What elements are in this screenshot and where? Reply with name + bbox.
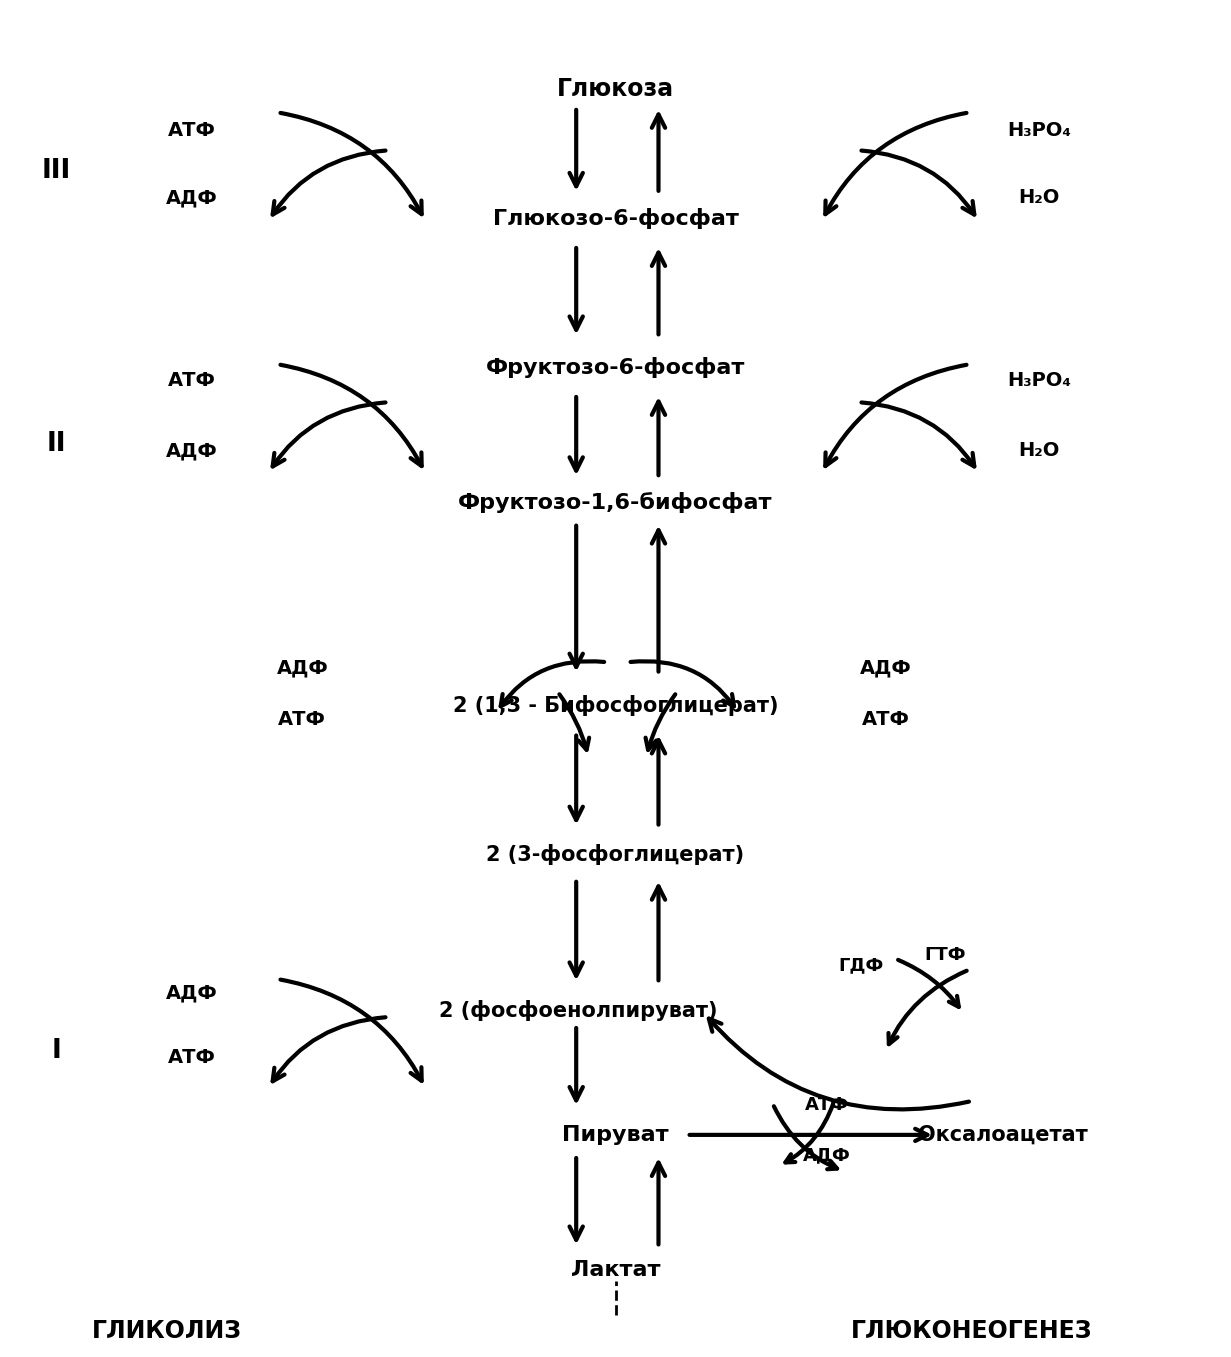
Text: Оксалоацетат: Оксалоацетат	[917, 1125, 1087, 1145]
Text: ГТФ: ГТФ	[924, 946, 965, 963]
Text: II: II	[47, 432, 66, 457]
Text: АДФ: АДФ	[803, 1147, 851, 1164]
Text: АТФ: АТФ	[862, 710, 910, 729]
Text: АДФ: АДФ	[859, 658, 912, 677]
Text: Глюкозо-6-фосфат: Глюкозо-6-фосфат	[492, 208, 739, 228]
Text: АТФ: АТФ	[167, 121, 215, 140]
Text: АТФ: АТФ	[805, 1096, 848, 1114]
Text: АДФ: АДФ	[166, 441, 218, 460]
Text: АДФ: АДФ	[277, 658, 329, 677]
Text: H₂O: H₂O	[1018, 441, 1060, 460]
Text: ГЛИКОЛИЗ: ГЛИКОЛИЗ	[92, 1319, 243, 1343]
Text: Фруктозо-6-фосфат: Фруктозо-6-фосфат	[486, 357, 745, 377]
Text: H₃PO₄: H₃PO₄	[1007, 121, 1071, 140]
Text: ГЛЮКОНЕОГЕНЕЗ: ГЛЮКОНЕОГЕНЕЗ	[851, 1319, 1092, 1343]
Text: АТФ: АТФ	[167, 1048, 215, 1067]
Text: Лактат: Лактат	[571, 1261, 660, 1280]
Text: 2 (1,3 - Бифосфоглицерат): 2 (1,3 - Бифосфоглицерат)	[453, 695, 778, 716]
Text: Пируват: Пируват	[563, 1125, 668, 1145]
Text: H₂O: H₂O	[1018, 189, 1060, 208]
Text: АТФ: АТФ	[278, 710, 326, 729]
Text: III: III	[42, 157, 71, 183]
Text: Глюкоза: Глюкоза	[556, 77, 675, 102]
Text: АДФ: АДФ	[166, 984, 218, 1003]
Text: АДФ: АДФ	[166, 189, 218, 208]
Text: Фруктозо-1,6-бифосфат: Фруктозо-1,6-бифосфат	[458, 493, 773, 513]
Text: 2 (3-фосфоглицерат): 2 (3-фосфоглицерат)	[486, 844, 745, 864]
Text: АТФ: АТФ	[167, 370, 215, 389]
Text: I: I	[52, 1038, 62, 1064]
Text: H₃PO₄: H₃PO₄	[1007, 370, 1071, 389]
Text: 2 (фосфоенолпируват): 2 (фосфоенолпируват)	[439, 1000, 718, 1020]
Text: ГДФ: ГДФ	[838, 957, 884, 974]
